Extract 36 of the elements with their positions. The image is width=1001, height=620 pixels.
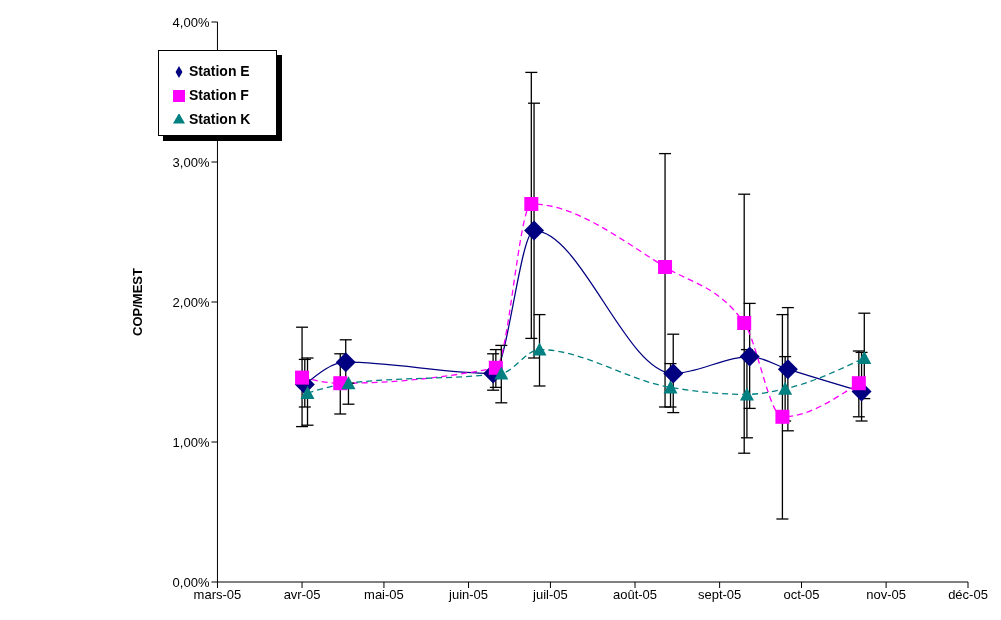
point	[737, 316, 752, 330]
point	[295, 370, 310, 385]
point	[775, 409, 790, 424]
x-tick-label: mars-05	[193, 587, 242, 603]
point	[663, 363, 684, 384]
y-tick-label: 1,00%	[172, 434, 210, 450]
y-tick-label: 4,00%	[172, 14, 210, 30]
x-tick-label: août-05	[612, 587, 658, 603]
point	[663, 380, 678, 394]
point	[532, 342, 547, 356]
point	[739, 346, 760, 367]
y-tick-label: 0,00%	[172, 574, 210, 590]
x-tick-label: nov-05	[866, 587, 906, 603]
point	[494, 366, 509, 380]
y-tick-label: 2,00%	[172, 294, 210, 310]
point	[658, 260, 673, 274]
x-tick-label: juil-05	[532, 587, 568, 603]
legend-label: Station E	[189, 63, 250, 79]
point	[739, 387, 754, 401]
point	[524, 220, 545, 241]
y-axis-title: COP/MEST	[130, 268, 146, 336]
x-tick-label: sept-05	[697, 587, 742, 603]
point	[341, 376, 356, 390]
x-tick-label: mai-05	[364, 587, 404, 603]
x-tick-label: déc-05	[948, 587, 988, 603]
point	[851, 376, 866, 391]
legend-label: Station K	[189, 111, 251, 127]
point	[777, 359, 798, 380]
x-tick-label: oct-05	[783, 587, 820, 603]
point	[524, 197, 539, 211]
y-tick-label: 3,00%	[172, 154, 210, 170]
point	[335, 352, 356, 373]
x-tick-label: juin-05	[448, 587, 489, 603]
x-tick-label: avr-05	[283, 587, 321, 603]
legend-label: Station F	[189, 87, 249, 103]
point	[778, 381, 793, 395]
